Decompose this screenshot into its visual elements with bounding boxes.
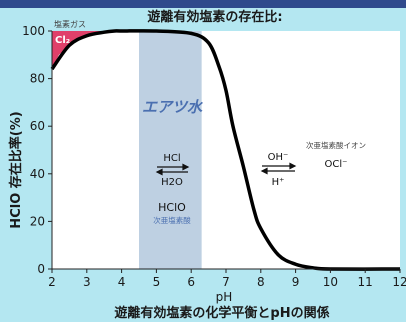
cl2-label: Cl₂ <box>55 35 70 46</box>
cl2-sub-label: 塩素ガス <box>54 19 86 29</box>
axis-ticks: 2 3 4 5 6 7 8 9 10 11 12 0 20 40 60 80 100 <box>22 24 406 289</box>
x-tick-label: 5 <box>153 275 161 289</box>
hclo-label: HClO <box>158 201 186 214</box>
y-tick-label: 0 <box>37 262 45 276</box>
band-region <box>139 31 202 269</box>
y-tick-label: 60 <box>30 119 45 133</box>
y-tick-label: 100 <box>22 24 45 38</box>
chart-title: 遊離有効塩素の存在比: <box>147 9 282 25</box>
ocl-sub-label: 次亜塩素酸イオン <box>306 140 366 150</box>
x-tick-label: 8 <box>257 275 265 289</box>
x-tick-label: 2 <box>48 275 56 289</box>
x-tick-label: 11 <box>358 275 373 289</box>
series-line <box>50 29 401 271</box>
plot-area <box>52 31 400 269</box>
x-tick-label: 3 <box>83 275 91 289</box>
hcl-label: HCl <box>163 153 180 164</box>
top-banner <box>0 0 406 8</box>
x-tick-label: 4 <box>118 275 126 289</box>
x-tick-label: 6 <box>187 275 195 289</box>
h2o-label: H2O <box>161 177 183 188</box>
equilibrium-arrows-left <box>155 163 190 176</box>
y-axis-label: HClO 存在比率(%) <box>8 111 24 228</box>
x-axis-label: pH <box>216 290 233 304</box>
band-label: エアツ水 <box>142 98 203 116</box>
x-tick-label: 10 <box>323 275 338 289</box>
cl2-region <box>52 31 115 70</box>
x-tick-label: 9 <box>292 275 300 289</box>
hclo-sub-label: 次亜塩素酸 <box>153 215 191 225</box>
oh-label: OH⁻ <box>268 152 289 163</box>
x-tick-label: 12 <box>392 275 406 289</box>
y-tick-label: 40 <box>30 167 45 181</box>
x-tick-label: 7 <box>222 275 230 289</box>
y-tick-label: 80 <box>30 72 45 86</box>
hplus-label: H⁺ <box>272 177 285 188</box>
y-tick-label: 20 <box>30 214 45 228</box>
equilibrium-arrows-right <box>260 162 297 175</box>
footer-caption: 遊離有効塩素の化学平衡とpHの関係 <box>114 305 329 321</box>
ocl-label: OCl⁻ <box>325 159 348 170</box>
